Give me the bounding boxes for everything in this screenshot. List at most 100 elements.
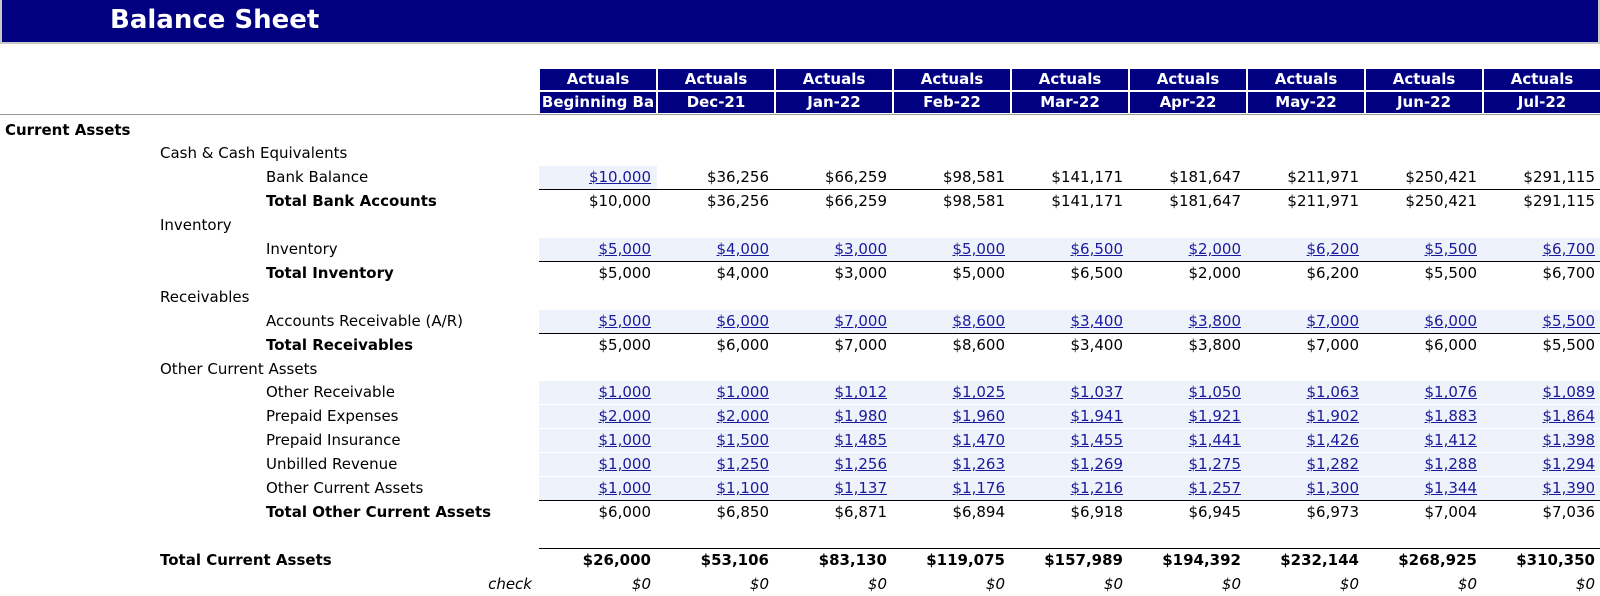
value-cell: $6,973 <box>1306 502 1360 521</box>
value-cell: $5,000 <box>893 238 1011 261</box>
value-cell: $1,864 <box>1483 405 1600 429</box>
row-label: Total Receivables <box>266 335 414 354</box>
value-cell: $1,412 <box>1365 429 1483 453</box>
row-label: Total Other Current Assets <box>266 502 492 521</box>
value-cell: $1,076 <box>1365 381 1483 405</box>
value-cell: $2,000 <box>1188 263 1242 282</box>
value-cell: $1,980 <box>775 405 893 429</box>
value-cell: $2,000 <box>539 405 657 429</box>
value-cell: $83,130 <box>818 550 887 569</box>
column-scenario: Actuals <box>1484 69 1600 90</box>
value-cell: $1,250 <box>657 453 775 477</box>
value-cell: $1,256 <box>775 453 893 477</box>
column-scenario: Actuals <box>894 69 1010 90</box>
value-cell: $53,106 <box>700 550 769 569</box>
value-cell: $3,000 <box>775 238 893 261</box>
value-cell: $0 <box>1575 574 1595 593</box>
total-rule <box>539 499 1600 501</box>
value-cell: $6,500 <box>1011 238 1129 261</box>
value-cell: $6,945 <box>1188 502 1242 521</box>
value-cell: $7,000 <box>1247 309 1365 333</box>
value-cell: $1,263 <box>893 453 1011 477</box>
value-cell: $6,000 <box>657 309 775 333</box>
value-cell: $250,421 <box>1405 168 1477 187</box>
value-cell: $181,647 <box>1169 168 1241 187</box>
value-cell: $6,200 <box>1247 238 1365 261</box>
value-cell: $3,800 <box>1188 335 1242 354</box>
value-cell: $0 <box>1103 574 1123 593</box>
column-scenario: Actuals <box>658 69 774 90</box>
value-cell: $4,000 <box>716 263 770 282</box>
row-label: Unbilled Revenue <box>266 455 398 474</box>
column-scenario: Actuals <box>1366 69 1482 90</box>
value-cell: $8,600 <box>893 309 1011 333</box>
value-cell: $1,269 <box>1011 453 1129 477</box>
value-cell: $291,115 <box>1523 192 1595 211</box>
value-cell: $1,000 <box>539 453 657 477</box>
value-cell: $1,902 <box>1247 405 1365 429</box>
column-scenario: Actuals <box>1248 69 1364 90</box>
total-rule <box>539 547 1600 549</box>
column-period: Jan-22 <box>776 92 892 113</box>
value-cell: $10,000 <box>539 166 657 190</box>
value-cell: $1,941 <box>1011 405 1129 429</box>
value-cell: $1,000 <box>539 429 657 453</box>
value-cell: $1,100 <box>657 477 775 500</box>
value-cell: $1,485 <box>775 429 893 453</box>
value-cell: $1,426 <box>1247 429 1365 453</box>
value-cell: $36,256 <box>706 168 769 187</box>
row-label: Total Bank Accounts <box>266 192 437 211</box>
value-cell: $6,000 <box>1424 335 1478 354</box>
value-cell: $3,000 <box>834 263 888 282</box>
value-cell: $6,000 <box>1365 309 1483 333</box>
value-cell: $1,000 <box>657 381 775 405</box>
value-cell: $1,398 <box>1483 429 1600 453</box>
row-label: Total Inventory <box>266 263 394 282</box>
value-cell: $0 <box>1339 574 1359 593</box>
value-cell: $6,000 <box>598 502 652 521</box>
value-cell: $1,455 <box>1011 429 1129 453</box>
value-cell: $6,918 <box>1070 502 1124 521</box>
value-cell: $4,000 <box>657 238 775 261</box>
value-cell: $5,000 <box>952 263 1006 282</box>
column-period: Jun-22 <box>1366 92 1482 113</box>
row-label: Prepaid Expenses <box>266 407 399 426</box>
value-cell: $1,288 <box>1365 453 1483 477</box>
value-cell: $5,000 <box>539 238 657 261</box>
row-label: Other Current Assets <box>266 479 424 497</box>
column-period: Mar-22 <box>1012 92 1128 113</box>
value-cell: $6,871 <box>834 502 888 521</box>
value-cell: $1,000 <box>539 477 657 500</box>
sheet-title: Balance Sheet <box>110 5 320 35</box>
value-cell: $7,000 <box>775 309 893 333</box>
value-cell: $0 <box>985 574 1005 593</box>
value-cell: $7,004 <box>1424 502 1478 521</box>
value-cell: $6,700 <box>1483 238 1600 261</box>
column-scenario: Actuals <box>1012 69 1128 90</box>
value-cell: $36,256 <box>706 192 769 211</box>
value-cell: $250,421 <box>1405 192 1477 211</box>
row-label: check <box>488 574 532 593</box>
value-cell: $98,581 <box>942 168 1005 187</box>
value-cell: $7,000 <box>834 335 888 354</box>
column-period: Feb-22 <box>894 92 1010 113</box>
value-cell: $0 <box>867 574 887 593</box>
column-scenario: Actuals <box>540 69 656 90</box>
value-cell: $26,000 <box>582 550 651 569</box>
value-cell: $141,171 <box>1051 192 1123 211</box>
value-cell: $1,050 <box>1129 381 1247 405</box>
total-rule <box>539 332 1600 334</box>
value-cell: $1,390 <box>1483 477 1600 500</box>
value-cell: $1,441 <box>1129 429 1247 453</box>
row-label: Receivables <box>160 287 250 306</box>
value-cell: $1,960 <box>893 405 1011 429</box>
value-cell: $1,037 <box>1011 381 1129 405</box>
column-period: Dec-21 <box>658 92 774 113</box>
value-cell: $291,115 <box>1523 168 1595 187</box>
value-cell: $1,470 <box>893 429 1011 453</box>
column-scenario: Actuals <box>776 69 892 90</box>
value-cell: $157,989 <box>1044 550 1123 569</box>
column-period: May-22 <box>1248 92 1364 113</box>
value-cell: $6,200 <box>1306 263 1360 282</box>
